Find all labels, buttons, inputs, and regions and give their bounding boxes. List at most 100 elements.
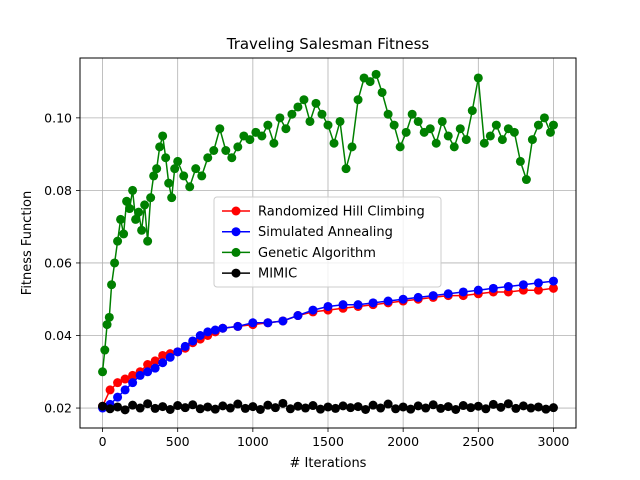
data-point	[518, 401, 528, 411]
data-point	[425, 124, 435, 134]
data-point	[128, 378, 138, 388]
data-point	[173, 156, 183, 166]
data-point	[541, 404, 551, 414]
data-point	[377, 87, 387, 97]
data-point	[116, 214, 126, 224]
data-point	[406, 404, 416, 414]
data-point	[458, 287, 468, 297]
data-point	[473, 73, 483, 83]
data-point	[398, 402, 408, 412]
x-tick-label: 2000	[387, 434, 419, 449]
data-point	[533, 120, 543, 130]
data-point	[488, 283, 498, 293]
data-point	[146, 193, 156, 203]
data-point	[161, 153, 171, 163]
data-point	[383, 109, 393, 119]
series-genetic-algorithm	[98, 69, 558, 377]
data-point	[300, 403, 310, 413]
data-point	[461, 135, 471, 145]
data-point	[203, 153, 213, 163]
y-axis-label: Fitness Function	[20, 191, 35, 295]
data-point	[383, 296, 393, 306]
data-point	[368, 400, 378, 410]
legend-item: Randomized Hill Climbing	[222, 205, 425, 220]
data-point	[180, 341, 190, 351]
data-point	[338, 300, 348, 310]
data-point	[203, 402, 213, 412]
data-point	[105, 385, 115, 395]
y-axis-ticks: 0.02 0.04 0.06 0.08 0.10	[44, 110, 80, 416]
data-point	[158, 350, 168, 360]
data-point	[188, 400, 198, 410]
x-tick-label: 0	[99, 434, 107, 449]
data-point	[391, 404, 401, 414]
data-point	[503, 399, 513, 409]
data-point	[548, 283, 558, 293]
data-point	[443, 131, 453, 141]
chart-title: Traveling Salesman Fitness	[226, 35, 430, 53]
data-point	[317, 109, 327, 119]
data-point	[233, 142, 243, 152]
data-point	[128, 370, 138, 380]
data-point	[347, 142, 357, 152]
data-point	[488, 399, 498, 409]
data-point	[299, 95, 309, 105]
data-point	[451, 405, 461, 414]
data-point	[527, 135, 537, 145]
data-point	[218, 401, 228, 411]
data-point	[180, 403, 190, 413]
data-point	[158, 402, 168, 412]
data-point	[135, 370, 145, 380]
data-point	[278, 398, 288, 408]
data-point	[376, 403, 386, 413]
data-point	[150, 403, 160, 413]
legend-marker	[231, 247, 241, 257]
data-point	[215, 124, 225, 134]
data-point	[491, 120, 501, 130]
data-point	[248, 318, 258, 328]
data-point	[98, 367, 108, 377]
data-point	[521, 175, 531, 185]
data-point	[281, 124, 291, 134]
data-point	[497, 135, 507, 145]
data-point	[100, 345, 110, 355]
data-point	[338, 401, 348, 411]
data-point	[120, 374, 130, 384]
legend-item: Genetic Algorithm	[222, 246, 376, 261]
data-point	[257, 131, 267, 141]
data-point	[466, 403, 476, 413]
data-point	[191, 164, 201, 174]
legend-label: Genetic Algorithm	[258, 246, 376, 261]
data-point	[443, 289, 453, 299]
data-point	[421, 403, 431, 413]
data-point	[173, 347, 183, 357]
data-point	[263, 400, 273, 410]
data-point	[131, 214, 141, 224]
data-point	[155, 142, 165, 152]
data-point	[128, 400, 138, 410]
legend-marker	[231, 268, 241, 278]
data-point	[305, 116, 315, 126]
data-point	[240, 403, 250, 413]
data-point	[170, 164, 180, 174]
data-point	[113, 402, 123, 412]
x-tick-label: 500	[166, 434, 190, 449]
series-mimic	[98, 398, 558, 415]
data-point	[255, 405, 265, 414]
legend-marker	[231, 227, 241, 237]
data-point	[225, 403, 235, 413]
data-point	[293, 102, 303, 112]
data-point	[270, 403, 280, 413]
data-point	[437, 116, 447, 126]
data-point	[263, 318, 273, 328]
data-point	[113, 236, 123, 246]
data-point	[173, 401, 183, 411]
data-point	[143, 236, 153, 246]
data-point	[341, 164, 351, 174]
series-layer	[98, 69, 558, 415]
data-point	[511, 403, 521, 413]
data-point	[428, 400, 438, 410]
data-point	[195, 404, 205, 414]
data-point	[509, 127, 519, 137]
